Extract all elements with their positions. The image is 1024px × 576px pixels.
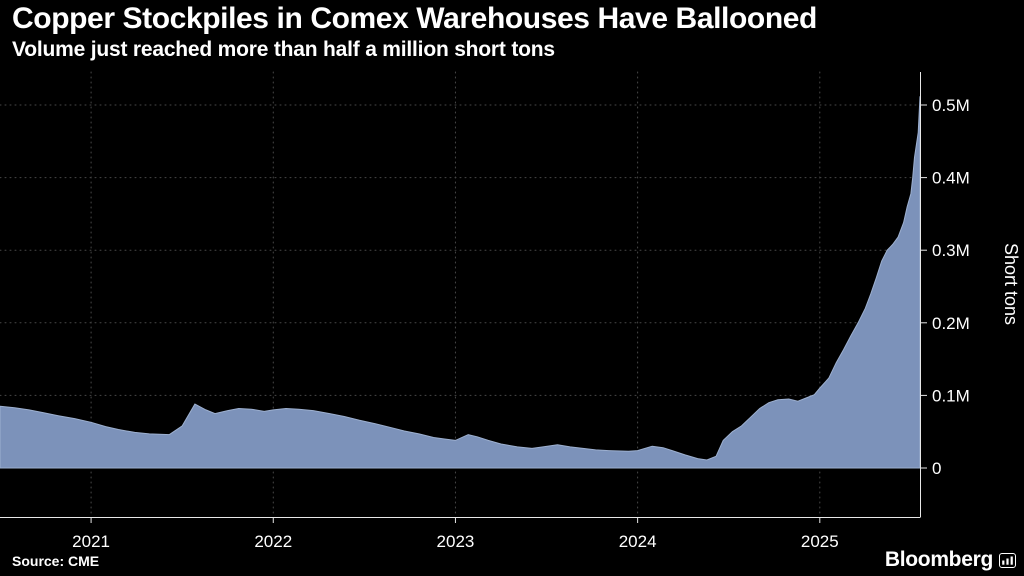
bloomberg-logo: Bloomberg [885,548,1016,572]
y-axis-tick-label: 0.2M [932,314,970,333]
y-axis-tick-label: 0.4M [932,169,970,188]
area-series [0,96,921,469]
y-axis-tick-label: 0.5M [932,96,970,115]
chart-title: Copper Stockpiles in Comex Warehouses Ha… [12,2,817,35]
y-axis-tick-label: 0 [932,459,941,478]
bloomberg-wordmark: Bloomberg [884,548,993,571]
x-axis-tick-label: 2024 [619,532,657,551]
x-axis-tick-label: 2025 [801,532,839,551]
y-axis-title: Short tons [1001,243,1021,326]
source-note: Source: CME [12,553,100,569]
axis-labels: 0 0.1M 0.2M 0.3M 0.4M 0.5M 2021 2022 2023 2024 202… [72,96,970,551]
chart-subtitle: Volume just reached more than half a mil… [12,38,555,61]
bloomberg-chart-icon [999,552,1016,568]
x-axis-tick-label: 2023 [437,532,475,551]
y-axis-tick-label: 0.1M [932,386,970,405]
axes [0,72,927,523]
x-axis-tick-label: 2021 [72,532,110,551]
y-axis-tick-label: 0.3M [932,241,970,260]
x-axis-tick-label: 2022 [254,532,292,551]
stockpile-area [0,96,921,469]
